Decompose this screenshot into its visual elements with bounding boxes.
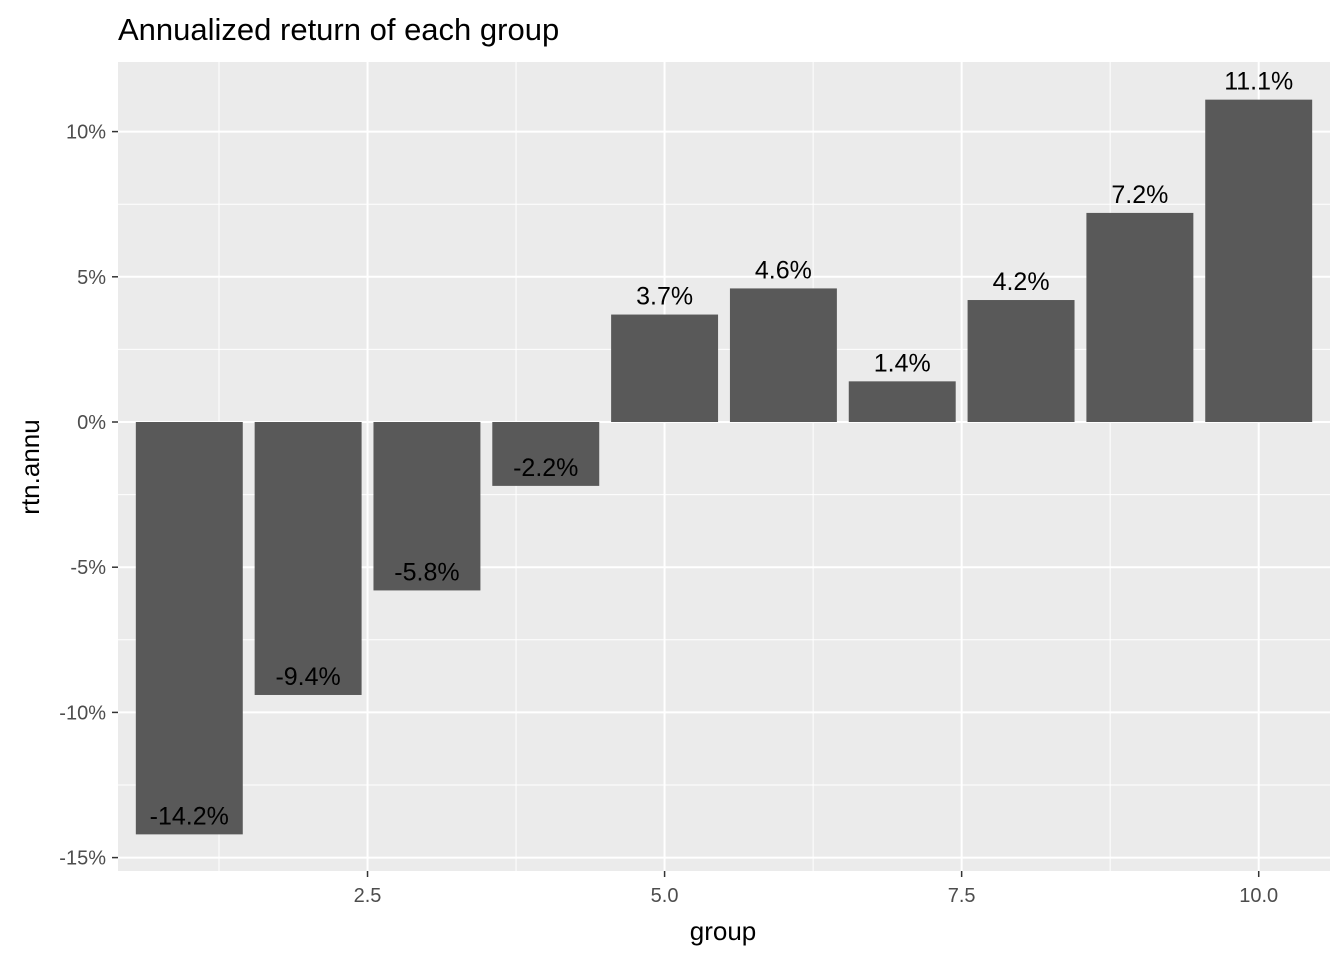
bar: [1205, 99, 1313, 422]
bar: [1086, 212, 1194, 422]
bar: [373, 422, 481, 591]
bar: [729, 288, 837, 422]
bar: [848, 381, 956, 422]
bar-value-label: -14.2%: [150, 802, 229, 830]
y-tick-label: 0%: [77, 412, 106, 434]
bar-value-label: -5.8%: [394, 558, 459, 586]
bar: [135, 422, 243, 835]
y-tick-label: -15%: [59, 848, 106, 870]
chart-title: Annualized return of each group: [118, 12, 559, 47]
x-axis-title: group: [690, 916, 757, 946]
bar-value-label: -2.2%: [513, 454, 578, 482]
y-tick-label: -10%: [59, 702, 106, 724]
x-tick-label: 5.0: [651, 885, 679, 907]
y-tick-label: 10%: [66, 122, 106, 144]
data-labels: -14.2% -9.4% -5.8% -2.2% 3.7% 4.6% 1.4% 4.2% 7.2…: [150, 68, 1294, 831]
bar-value-label: 1.4%: [874, 349, 931, 377]
bar-value-label: 4.6%: [755, 256, 812, 284]
bar-value-label: 4.2%: [993, 268, 1050, 296]
bar-value-label: -9.4%: [275, 663, 340, 691]
x-axis: 2.5 5.0 7.5 10.0: [354, 871, 1278, 907]
bar: [611, 314, 719, 422]
bar-value-label: 11.1%: [1224, 68, 1293, 96]
x-tick-label: 10.0: [1239, 885, 1278, 907]
y-tick-label: 5%: [77, 267, 106, 289]
y-tick-label: -5%: [70, 557, 106, 579]
bar-value-label: 7.2%: [1111, 181, 1168, 209]
y-axis-title: rtn.annu: [15, 419, 45, 514]
x-tick-label: 2.5: [354, 885, 382, 907]
bar: [967, 300, 1075, 422]
y-axis: -15% -10% -5% 0% 5% 10%: [59, 122, 118, 870]
bar: [254, 422, 362, 695]
bar: [492, 422, 600, 486]
bar-value-label: 3.7%: [636, 283, 693, 311]
x-tick-label: 7.5: [948, 885, 976, 907]
bars: [135, 99, 1313, 835]
